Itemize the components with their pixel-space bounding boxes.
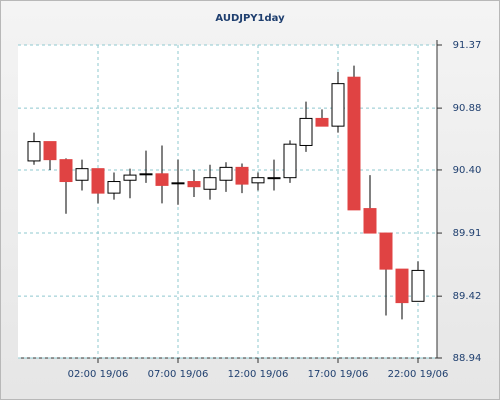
- y-tick-label: 90.88: [453, 103, 482, 114]
- x-tick-label: 07:00 19/06: [148, 369, 209, 380]
- candle-body: [235, 166, 249, 185]
- x-tick-label: 02:00 19/06: [68, 369, 129, 380]
- x-tick-label: 22:00 19/06: [388, 369, 449, 380]
- candle-body: [123, 174, 137, 181]
- candle-body: [27, 141, 41, 162]
- y-tick-label: 89.91: [453, 228, 482, 239]
- candle-body: [267, 177, 281, 180]
- candle-body: [411, 269, 425, 302]
- y-tick-label: 88.94: [453, 353, 482, 364]
- candle-body: [171, 182, 185, 185]
- x-tick-label: 17:00 19/06: [308, 369, 369, 380]
- candle-body: [91, 168, 105, 194]
- candle-body: [75, 168, 89, 181]
- candle-body: [139, 173, 153, 176]
- candle-body: [363, 208, 377, 234]
- candle-body: [331, 83, 345, 127]
- plot-area: [18, 45, 437, 358]
- candle-body: [203, 177, 217, 190]
- candle-body: [347, 76, 361, 211]
- candle-body: [379, 232, 393, 270]
- y-tick-label: 91.37: [453, 40, 482, 51]
- candle-body: [251, 177, 265, 184]
- candle-body: [283, 143, 297, 179]
- x-tick-label: 12:00 19/06: [228, 369, 289, 380]
- chart-title: AUDJPY1day: [215, 13, 285, 24]
- candle-body: [187, 181, 201, 188]
- candle-body: [395, 268, 409, 304]
- candle-body: [315, 117, 329, 127]
- y-tick-label: 89.42: [453, 291, 482, 302]
- candle-body: [107, 181, 121, 194]
- candle-body: [155, 173, 169, 186]
- candle-body: [219, 166, 233, 181]
- candle-body: [59, 159, 73, 183]
- candle-body: [43, 141, 57, 161]
- y-tick-label: 90.40: [453, 165, 482, 176]
- candle-body: [299, 117, 313, 146]
